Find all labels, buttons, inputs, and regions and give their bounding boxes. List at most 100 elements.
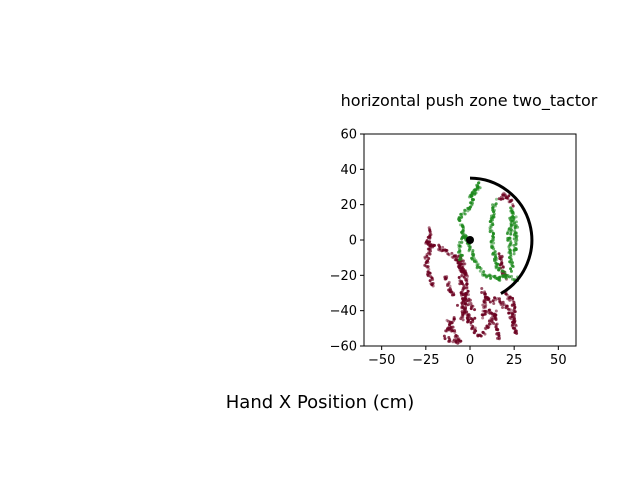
- data-point-green: [514, 241, 518, 245]
- data-point-green: [492, 215, 496, 219]
- y-tick-label: 40: [340, 163, 357, 178]
- data-point-red: [427, 267, 431, 271]
- data-point-red: [469, 323, 473, 327]
- data-point-green: [511, 212, 515, 216]
- data-point-green: [469, 201, 473, 205]
- data-point-red: [463, 298, 467, 302]
- data-point-red: [457, 338, 461, 342]
- data-point-red: [488, 300, 492, 304]
- data-point-red: [465, 279, 469, 283]
- data-point-red: [432, 243, 436, 247]
- data-point-green: [494, 252, 498, 256]
- data-point-red: [483, 297, 487, 301]
- data-point-red: [427, 256, 431, 260]
- data-point-red: [495, 331, 499, 335]
- data-point-green: [509, 230, 513, 234]
- data-point-red: [502, 303, 506, 307]
- data-point-red: [465, 313, 469, 317]
- chart-title: horizontal push zone two_tactor: [341, 91, 598, 111]
- data-point-red: [512, 326, 516, 330]
- data-point-red: [446, 283, 450, 287]
- data-point-red: [460, 302, 464, 306]
- data-point-green: [507, 228, 511, 232]
- data-point-red: [501, 265, 505, 269]
- data-point-green: [494, 204, 498, 208]
- data-point-green: [491, 252, 495, 256]
- data-point-green: [508, 275, 512, 279]
- data-point-green: [472, 260, 476, 264]
- y-tick-label: 20: [340, 198, 357, 213]
- data-point-green: [476, 188, 480, 192]
- data-point-green: [512, 252, 516, 256]
- data-point-red: [463, 273, 467, 277]
- data-point-green: [509, 232, 513, 236]
- data-point-red: [428, 279, 432, 283]
- data-point-red: [452, 315, 456, 319]
- data-point-green: [478, 269, 482, 273]
- data-point-red: [494, 323, 498, 327]
- data-point-green: [468, 245, 472, 249]
- data-point-green: [493, 259, 497, 263]
- data-point-green: [489, 274, 493, 278]
- data-point-red: [497, 252, 501, 256]
- data-point-red: [506, 294, 510, 298]
- data-point-red: [428, 240, 432, 244]
- y-tick-label: −60: [330, 340, 357, 355]
- data-point-red: [508, 200, 512, 204]
- data-point-green: [466, 206, 470, 210]
- data-point-green: [512, 243, 516, 247]
- data-point-red: [460, 293, 464, 297]
- data-point-red: [514, 323, 518, 327]
- data-point-red: [438, 247, 442, 251]
- data-point-green: [512, 249, 516, 253]
- data-point-green: [470, 197, 474, 201]
- data-point-green: [484, 275, 488, 279]
- data-point-green: [492, 210, 496, 214]
- data-point-red: [481, 303, 485, 307]
- data-point-red: [504, 306, 508, 310]
- data-point-red: [498, 297, 501, 301]
- data-point-green: [459, 212, 463, 216]
- data-point-red: [499, 302, 503, 306]
- data-point-red: [426, 247, 430, 251]
- data-point-red: [466, 289, 470, 293]
- data-point-green: [488, 230, 492, 234]
- data-point-green: [461, 226, 465, 230]
- data-point-red: [461, 264, 465, 268]
- data-point-green: [509, 269, 513, 273]
- data-point-red: [481, 309, 485, 313]
- data-point-red: [460, 310, 464, 314]
- data-point-green: [492, 241, 496, 245]
- data-point-red: [466, 274, 470, 278]
- data-point-red: [480, 286, 484, 290]
- origin-marker: [466, 236, 474, 244]
- data-point-red: [488, 311, 492, 315]
- data-point-red: [483, 309, 487, 313]
- data-point-red: [461, 318, 465, 322]
- data-point-red: [510, 323, 514, 327]
- data-point-red: [462, 284, 466, 288]
- data-point-green: [504, 276, 508, 280]
- data-point-green: [476, 184, 480, 188]
- data-point-green: [491, 232, 495, 236]
- data-point-red: [480, 291, 484, 295]
- data-point-green: [491, 206, 495, 210]
- y-tick-label: 60: [340, 128, 357, 143]
- data-point-red: [453, 335, 457, 339]
- data-point-red: [441, 245, 445, 249]
- data-point-green: [512, 237, 516, 241]
- data-point-green: [472, 257, 476, 261]
- data-point-red: [445, 248, 449, 252]
- data-point-green: [493, 203, 497, 207]
- data-point-red: [496, 336, 500, 340]
- data-point-green: [460, 241, 464, 245]
- data-point-red: [492, 302, 496, 306]
- x-axis-ticks: −50 −25 0 25 50: [368, 346, 567, 368]
- data-point-red: [469, 301, 473, 305]
- data-point-green: [509, 223, 513, 227]
- data-point-red: [508, 298, 512, 302]
- data-point-green: [470, 192, 474, 196]
- y-tick-label: −40: [330, 304, 357, 319]
- data-point-green: [505, 231, 509, 235]
- data-point-red: [483, 291, 487, 295]
